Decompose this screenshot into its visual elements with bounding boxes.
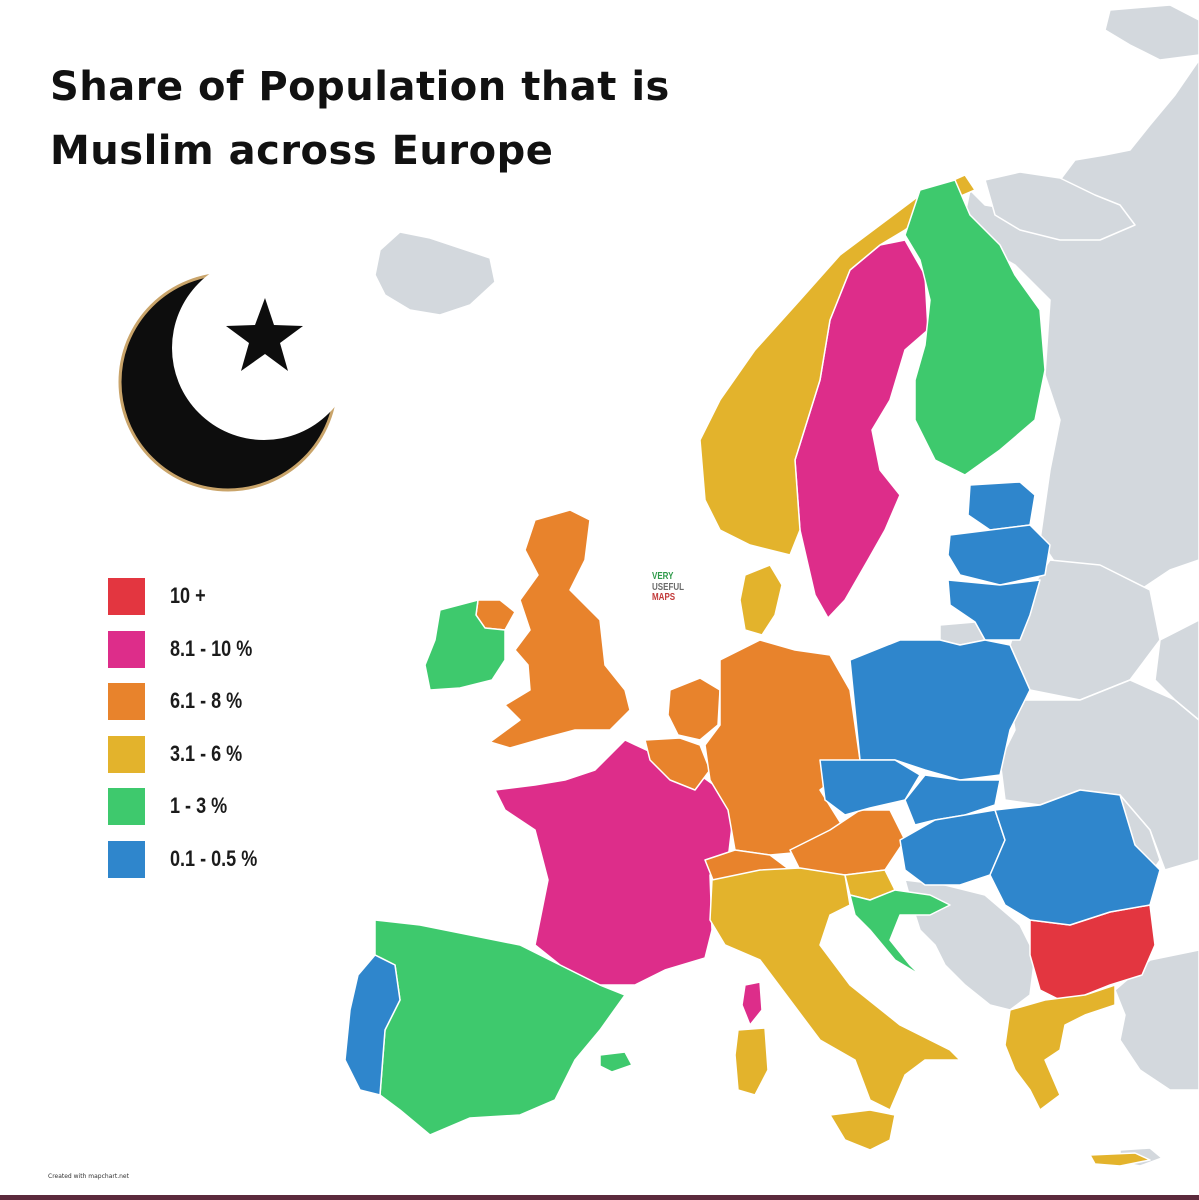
- legend-label: 1 - 3 %: [170, 793, 228, 818]
- ireland: [424, 599, 506, 691]
- lithuania: [947, 579, 1041, 641]
- poland: [849, 639, 1031, 781]
- iceland: [374, 231, 496, 316]
- latvia: [947, 524, 1051, 586]
- portugal: [344, 954, 401, 1096]
- title-line-2: Muslim across Europe: [50, 128, 554, 174]
- balearics: [599, 1051, 633, 1073]
- finland: [904, 179, 1046, 476]
- sicily: [829, 1109, 896, 1151]
- page-title: Share of Population that is Muslim acros…: [50, 55, 750, 183]
- crescent-star-icon: [118, 256, 356, 492]
- legend-swatch: [108, 630, 145, 668]
- watermark-line-3: MAPS: [652, 592, 676, 603]
- data-countries: [344, 174, 1161, 1167]
- netherlands: [667, 677, 721, 741]
- legend-label: 0.1 - 0.5 %: [170, 845, 258, 871]
- watermark-line-1: VERY: [652, 571, 674, 582]
- crete: [1089, 1152, 1151, 1167]
- title-line-1: Share of Population that is: [50, 64, 670, 110]
- turkey: [1114, 949, 1199, 1091]
- watermark-line-2: USEFUL: [652, 581, 684, 593]
- belgium: [644, 737, 711, 791]
- legend-swatch: [108, 683, 145, 720]
- croatia: [849, 889, 951, 976]
- legend-swatch: [108, 578, 145, 615]
- slovakia: [904, 774, 1001, 826]
- legend-label: 10 +: [170, 583, 206, 608]
- balkans-west: [904, 879, 1036, 1011]
- italy: [709, 867, 961, 1111]
- legend-swatch: [108, 788, 145, 825]
- svalbard-north: [1104, 4, 1199, 61]
- star-icon: [226, 298, 303, 371]
- kola-peninsula: [984, 171, 1136, 241]
- other-land: [374, 4, 1199, 1167]
- legend-swatch: [108, 840, 145, 878]
- legend-label: 3.1 - 6 %: [170, 740, 243, 766]
- sardinia: [734, 1027, 769, 1096]
- bottom-border: [0, 1195, 1199, 1200]
- legend-label: 8.1 - 10 %: [170, 635, 253, 661]
- corsica: [741, 981, 763, 1026]
- denmark: [739, 564, 783, 636]
- norway: [699, 174, 976, 556]
- russia-south: [1154, 619, 1199, 721]
- legend-label: 6.1 - 8 %: [170, 688, 243, 713]
- legend-swatch: [108, 735, 145, 773]
- greece: [1004, 984, 1116, 1111]
- estonia: [967, 481, 1036, 531]
- credit-text: Created with mapchart.net: [48, 1173, 129, 1180]
- romania: [989, 789, 1161, 926]
- watermark-logo: VERY USEFUL MAPS: [652, 571, 684, 604]
- united-kingdom: [489, 509, 631, 749]
- czechia: [819, 759, 921, 816]
